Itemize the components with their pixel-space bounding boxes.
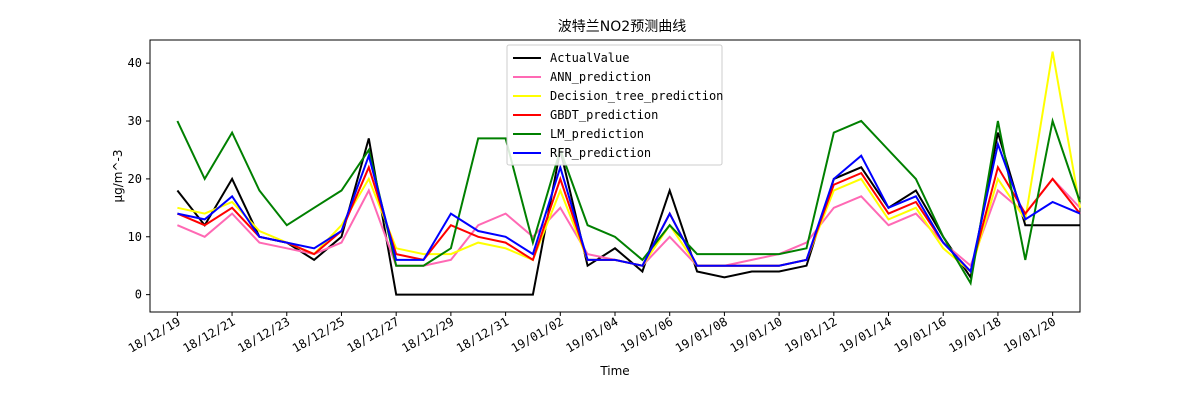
legend-label-5: RFR_prediction: [550, 146, 651, 160]
x-tick-label: 19/01/20: [1001, 314, 1058, 355]
y-tick-label: 0: [135, 288, 142, 302]
y-tick-label: 10: [128, 230, 142, 244]
x-tick-label: 18/12/31: [454, 314, 511, 355]
legend-label-2: Decision_tree_prediction: [550, 89, 723, 103]
legend-label-4: LM_prediction: [550, 127, 644, 141]
series-line-5: [177, 140, 1081, 274]
series-layer: [176, 51, 1081, 296]
x-tick-label: 18/12/23: [235, 314, 292, 355]
x-tick-label: 19/01/02: [509, 314, 566, 355]
legend-label-3: GBDT_prediction: [550, 108, 658, 122]
x-tick-label: 18/12/27: [345, 314, 402, 355]
x-tick-label: 19/01/18: [946, 314, 1003, 355]
x-axis-label: Time: [599, 364, 629, 378]
x-tick-label: 19/01/12: [782, 314, 839, 355]
y-tick-label: 40: [128, 56, 142, 70]
x-tick-label: 19/01/10: [728, 314, 785, 355]
y-axis: 0 10 20 30 40: [128, 56, 150, 302]
chart-title: 波特兰NO2预测曲线: [558, 19, 686, 35]
x-tick-label: 19/01/14: [837, 314, 894, 355]
y-axis-label: μg/m^-3: [111, 149, 125, 202]
legend-box: [506, 44, 723, 166]
x-tick-label: 19/01/16: [892, 314, 949, 355]
y-tick-label: 20: [128, 172, 142, 186]
series-line-4: [176, 117, 1081, 286]
x-tick-label: 18/12/29: [399, 314, 456, 355]
x-tick-label: 19/01/08: [673, 314, 730, 355]
legend-label-0: ActualValue: [550, 51, 629, 65]
x-tick-label: 18/12/21: [181, 314, 238, 355]
x-tick-label: 18/12/25: [290, 314, 347, 355]
x-axis: 18/12/1918/12/2118/12/2318/12/2518/12/27…: [126, 312, 1058, 355]
legend-label-1: ANN_prediction: [550, 70, 651, 84]
x-tick-label: 18/12/19: [126, 314, 183, 355]
y-tick-label: 30: [128, 114, 142, 128]
legend: ActualValue ANN_prediction Decision_tree_p…: [506, 44, 723, 166]
x-tick-label: 19/01/04: [563, 314, 620, 355]
x-tick-label: 19/01/06: [618, 314, 675, 355]
